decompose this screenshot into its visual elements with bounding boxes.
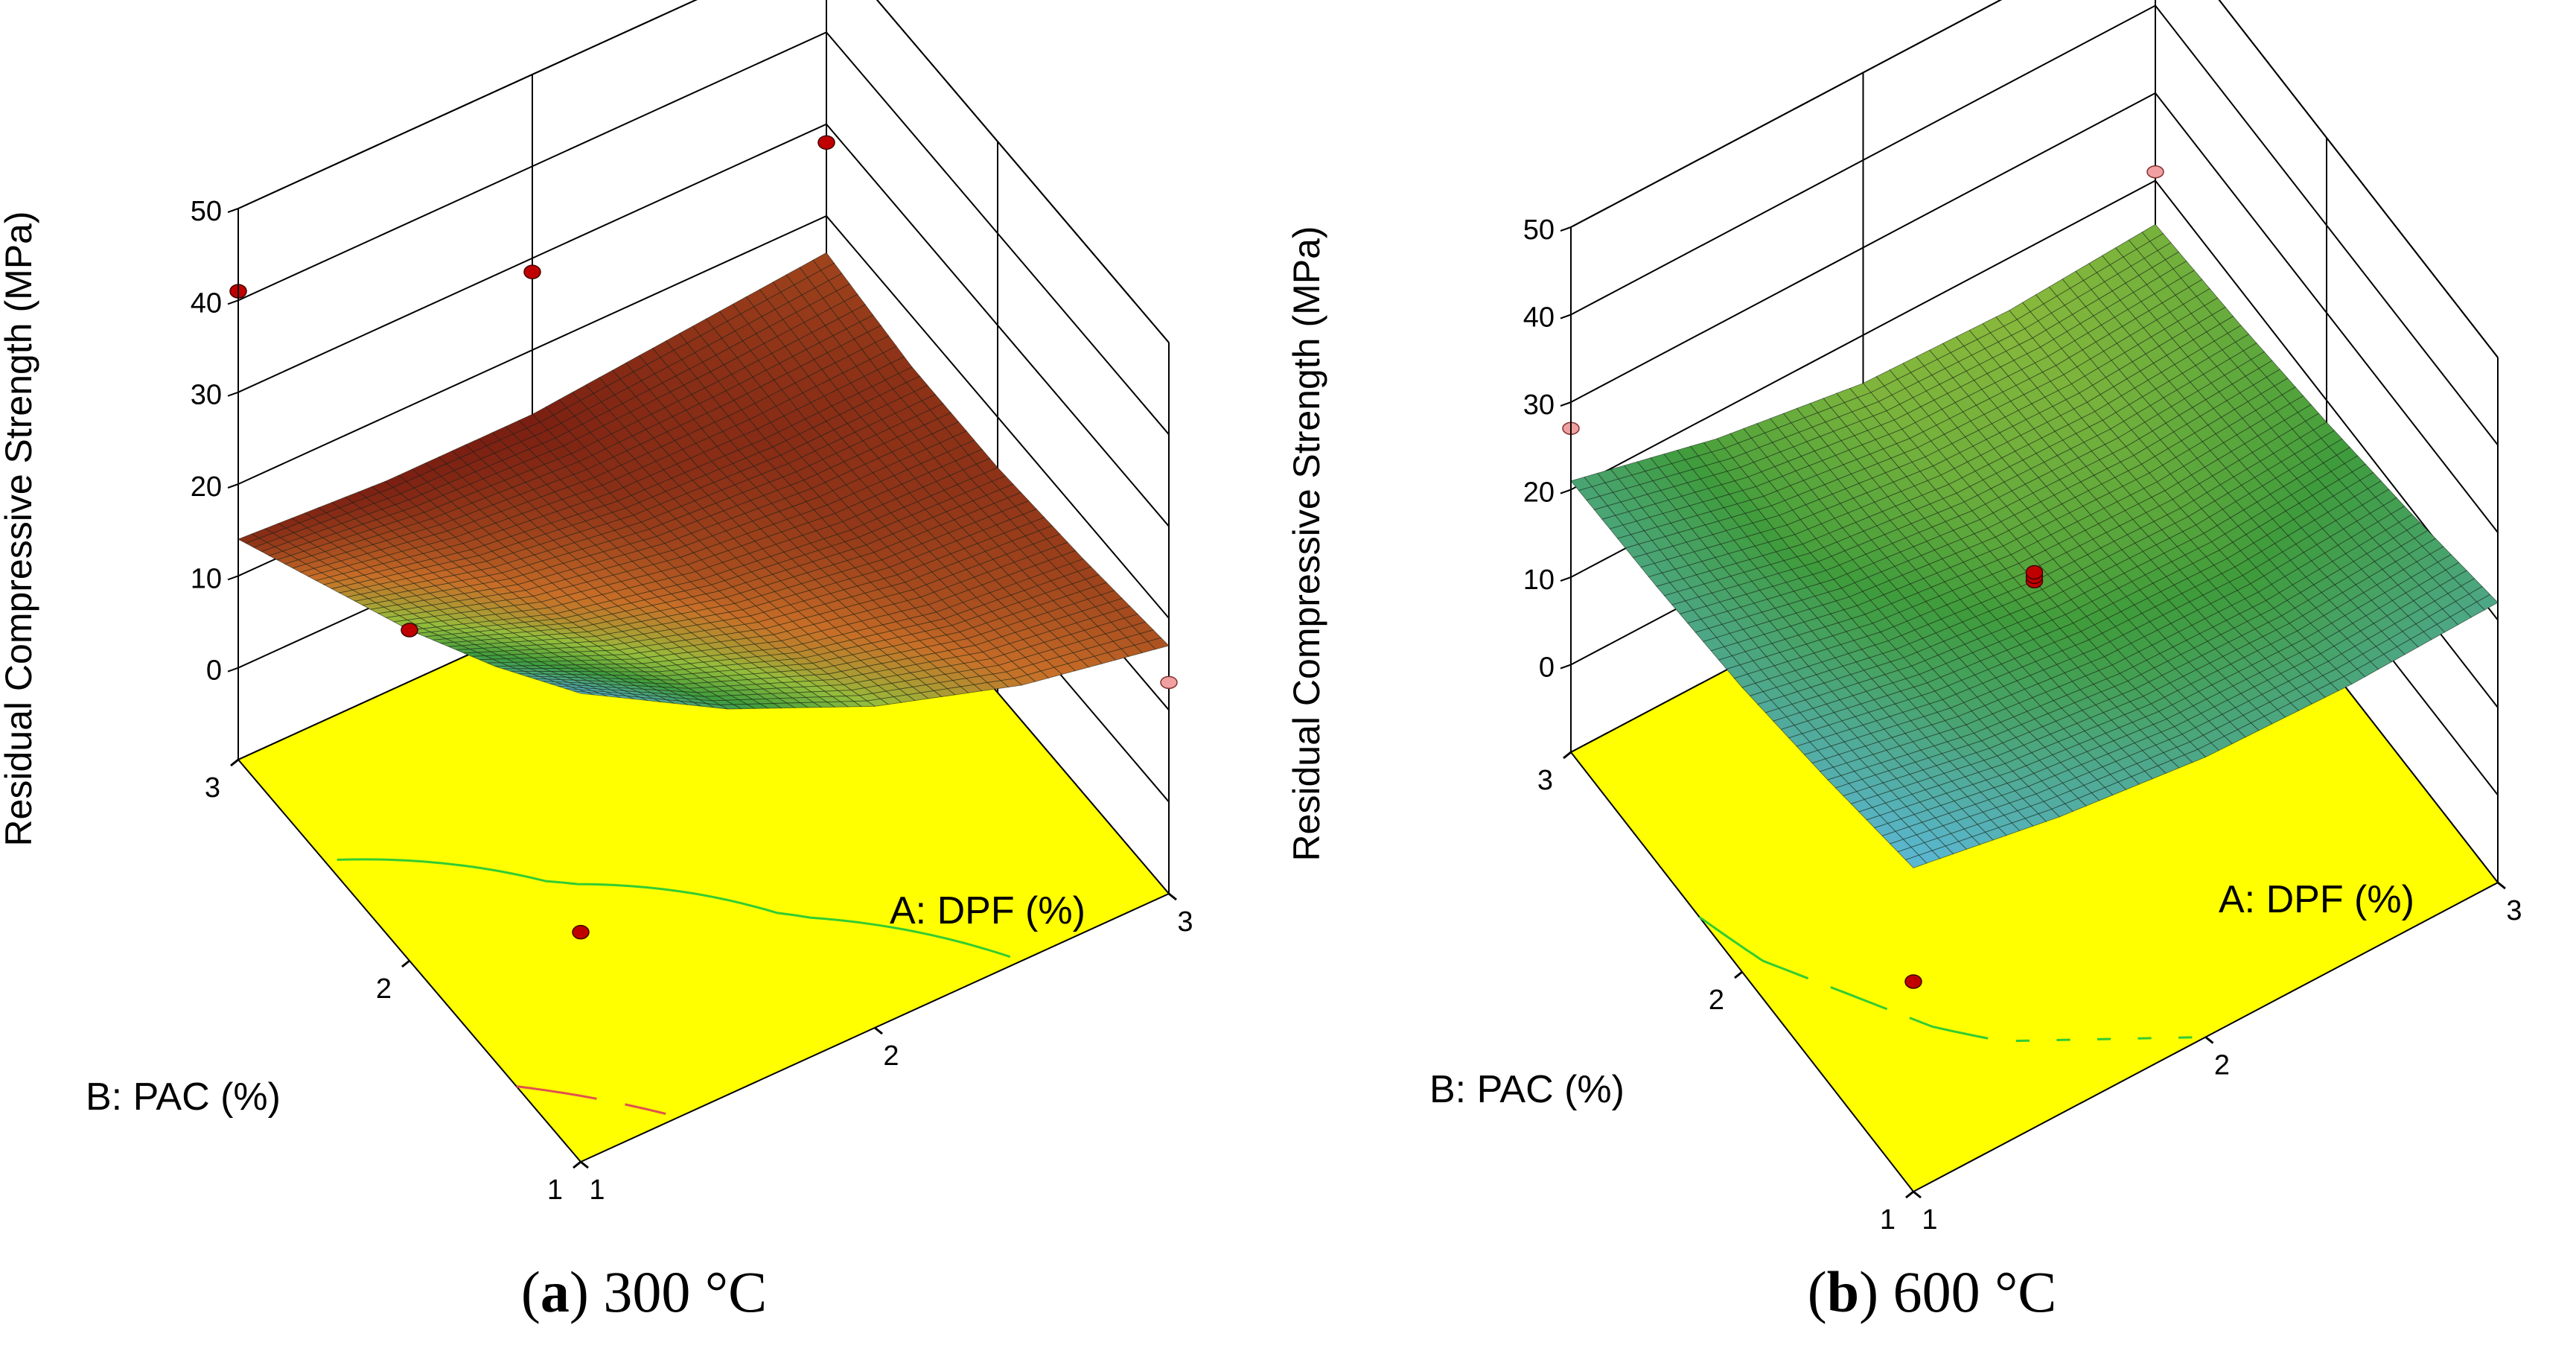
p1-z-axis-title: Residual Compressive Strength (MPa) bbox=[1288, 226, 1327, 861]
p1-z-tick-mark-1 bbox=[1560, 576, 1572, 582]
panel-a: 0 10 20 30 40 50 1 2 3 1 2 3 A: DPF (%) B: PAC (%) Res… bbox=[0, 0, 1193, 1324]
p0-z-tick-mark-3 bbox=[227, 391, 239, 397]
p1-x-tick-label-1: 2 bbox=[2214, 1050, 2230, 1081]
p1-surface-cell bbox=[1904, 854, 1928, 868]
p0-x-tick-label-2: 3 bbox=[1177, 906, 1193, 938]
p1-z-axis-ticks: 0 10 20 30 40 50 bbox=[1523, 214, 1572, 684]
p0-y-tick-mark-0 bbox=[573, 1160, 581, 1169]
p0-y-tick-label-0: 1 bbox=[547, 1174, 563, 1206]
caption-b: (b) 600 °C bbox=[1807, 1259, 2057, 1324]
p1-design-point-3 bbox=[2025, 565, 2044, 580]
p0-design-point-1 bbox=[401, 623, 418, 638]
p0-y-tick-label-2: 3 bbox=[205, 772, 220, 804]
p0-x-axis-ticks: 1 2 3 bbox=[580, 892, 1193, 1206]
p0-wall-gridline-2 bbox=[237, 214, 1170, 619]
p1-z-tick-label-0: 0 bbox=[1539, 652, 1555, 684]
p1-y-tick-mark-1 bbox=[1734, 970, 1743, 979]
caption-a-letter: a bbox=[540, 1259, 570, 1324]
p0-contour-line-0 bbox=[337, 858, 1011, 959]
p1-z-tick-label-5: 50 bbox=[1523, 214, 1555, 246]
caption-b-temp: 600 °C bbox=[1893, 1259, 2057, 1324]
p1-wall-gridline-2 bbox=[1570, 179, 2499, 621]
caption-a-temp: 300 °C bbox=[603, 1259, 768, 1324]
p1-z-tick-mark-0 bbox=[1560, 664, 1572, 670]
p0-z-tick-label-2: 20 bbox=[191, 471, 222, 503]
p1-y-tick-label-1: 2 bbox=[1709, 985, 1724, 1016]
p1-y-tick-label-2: 3 bbox=[1537, 765, 1553, 796]
p1-wall-gridline-4 bbox=[1570, 4, 2499, 446]
p1-z-tick-label-1: 10 bbox=[1523, 565, 1555, 596]
p1-y-tick-label-0: 1 bbox=[1880, 1204, 1896, 1236]
p1-design-point-below-1 bbox=[2146, 165, 2164, 179]
p0-y-axis-title: B: PAC (%) bbox=[86, 1075, 281, 1119]
p0-design-point-4 bbox=[817, 135, 835, 150]
p0-x-tick-mark-0 bbox=[580, 1160, 589, 1169]
p0-z-tick-label-0: 0 bbox=[206, 655, 222, 687]
p1-design-point-0 bbox=[1904, 974, 1922, 989]
surface-chart-b: 0 10 20 30 40 50 1 2 3 1 2 3 A: DPF (%) B: PAC (%) Res… bbox=[1288, 0, 2522, 1236]
p1-x-tick-mark-1 bbox=[2204, 1036, 2214, 1044]
surface-chart-a: 0 10 20 30 40 50 1 2 3 1 2 3 A: DPF (%) B: PAC (%) Res… bbox=[0, 0, 1193, 1206]
p0-z-tick-label-5: 50 bbox=[191, 196, 222, 227]
p1-z-tick-mark-5 bbox=[1560, 226, 1572, 232]
p0-y-tick-mark-2 bbox=[230, 758, 239, 767]
p0-y-tick-mark-1 bbox=[401, 959, 410, 968]
p0-design-point-2 bbox=[572, 924, 590, 940]
caption-a: (a) 300 °C bbox=[520, 1259, 768, 1324]
p1-y-tick-mark-0 bbox=[1905, 1190, 1914, 1199]
p1-y-axis-title: B: PAC (%) bbox=[1429, 1068, 1625, 1111]
p0-x-axis-title: A: DPF (%) bbox=[890, 889, 1085, 932]
p1-x-axis-title: A: DPF (%) bbox=[2219, 878, 2414, 921]
p0-z-axis-title: Residual Compressive Strength (MPa) bbox=[0, 211, 39, 846]
p1-z-tick-mark-4 bbox=[1560, 314, 1572, 320]
p0-z-tick-label-3: 30 bbox=[191, 380, 222, 411]
p0-x-tick-label-0: 1 bbox=[589, 1174, 605, 1206]
p1-response-surface bbox=[1570, 223, 2499, 868]
p1-x-tick-label-0: 1 bbox=[1922, 1204, 1937, 1236]
p0-response-surface bbox=[237, 252, 1170, 710]
p0-wall-gridline-5 bbox=[237, 0, 1170, 343]
p0-z-tick-label-1: 10 bbox=[191, 563, 222, 594]
p0-floor-contours bbox=[337, 858, 1011, 1115]
p1-x-tick-mark-0 bbox=[1913, 1190, 1922, 1199]
p0-surface-cell bbox=[573, 690, 595, 696]
p1-z-tick-label-2: 20 bbox=[1523, 477, 1555, 509]
p1-z-tick-mark-2 bbox=[1560, 489, 1572, 495]
p1-z-tick-label-3: 30 bbox=[1523, 390, 1555, 421]
p0-z-tick-mark-1 bbox=[227, 575, 239, 581]
p0-wall-gridline-4 bbox=[237, 31, 1170, 435]
p0-box-top-edge bbox=[237, 0, 1170, 343]
p0-z-tick-label-4: 40 bbox=[191, 287, 222, 319]
caption-b-letter: b bbox=[1826, 1259, 1860, 1324]
p0-x-tick-mark-2 bbox=[1168, 892, 1177, 901]
p0-y-axis-ticks: 1 2 3 bbox=[205, 758, 581, 1206]
p1-z-tick-mark-3 bbox=[1560, 401, 1572, 407]
p1-floor-contours bbox=[1698, 916, 2193, 1043]
p1-y-tick-mark-2 bbox=[1563, 751, 1572, 760]
p0-x-tick-label-1: 2 bbox=[883, 1040, 899, 1072]
p0-design-point-3 bbox=[523, 264, 541, 279]
p0-y-tick-label-1: 2 bbox=[376, 973, 392, 1005]
p0-x-tick-mark-1 bbox=[874, 1026, 883, 1035]
p0-contour-line-1 bbox=[516, 1085, 666, 1115]
p0-design-points bbox=[229, 135, 1178, 940]
p0-wall-gridline-3 bbox=[237, 123, 1170, 527]
p1-y-axis-ticks: 1 2 3 bbox=[1537, 751, 1914, 1236]
p1-contour-line-0 bbox=[1698, 916, 2193, 1043]
p1-wall-gridline-3 bbox=[1570, 92, 2499, 533]
p0-z-tick-mark-4 bbox=[227, 299, 239, 305]
p0-design-point-below-0 bbox=[1160, 676, 1178, 690]
p1-z-tick-label-4: 40 bbox=[1523, 302, 1555, 334]
p0-z-axis-ticks: 0 10 20 30 40 50 bbox=[191, 196, 239, 687]
p0-z-tick-mark-5 bbox=[227, 208, 239, 213]
p0-z-tick-mark-0 bbox=[227, 667, 239, 673]
p1-x-tick-label-2: 3 bbox=[2506, 895, 2522, 926]
p1-x-tick-mark-2 bbox=[2497, 881, 2506, 890]
p1-x-axis-ticks: 1 2 3 bbox=[1913, 881, 2522, 1236]
p1-box-top-edge bbox=[1570, 0, 2499, 358]
panel-b: 0 10 20 30 40 50 1 2 3 1 2 3 A: DPF (%) B: PAC (%) Res… bbox=[1288, 0, 2576, 1351]
p1-design-points bbox=[1562, 165, 2164, 989]
p0-z-tick-mark-2 bbox=[227, 483, 239, 489]
